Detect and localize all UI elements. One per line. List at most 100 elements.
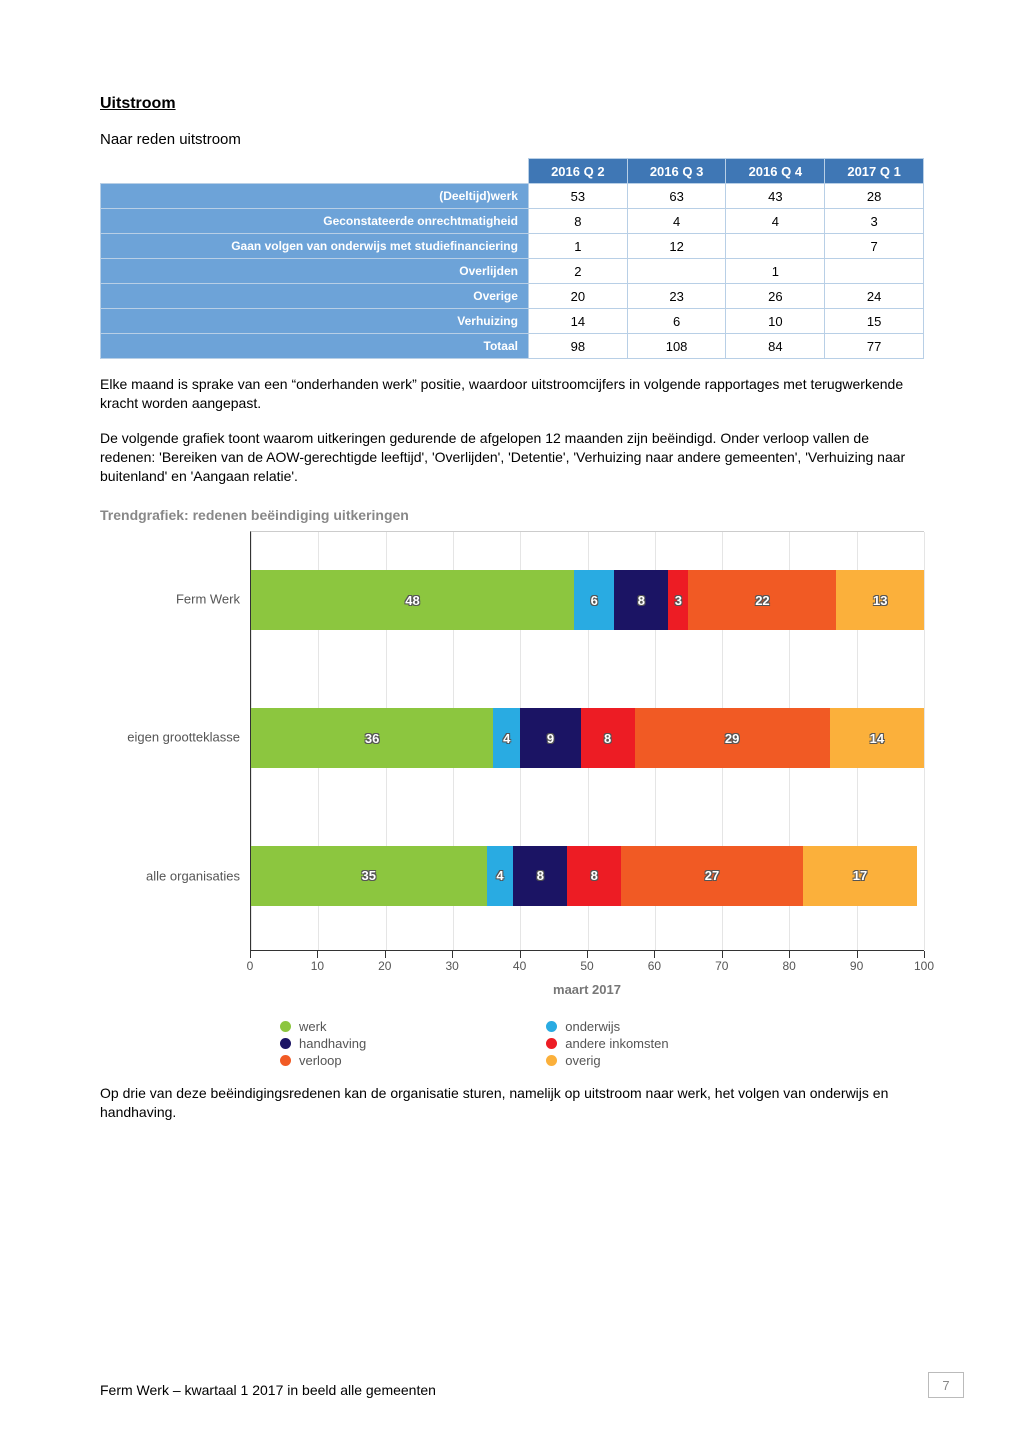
chart-segment: 48: [251, 570, 574, 630]
chart-segment: 4: [493, 708, 520, 768]
chart-segment: 36: [251, 708, 493, 768]
chart-tick-label: 50: [580, 959, 593, 973]
legend-label: overig: [565, 1053, 600, 1068]
section-title: Uitstroom: [100, 95, 924, 113]
legend-item: handhaving: [280, 1036, 366, 1051]
table-cell: 3: [825, 209, 924, 234]
table-cell: 6: [627, 309, 726, 334]
chart-tick-label: 10: [311, 959, 324, 973]
table-cell: 108: [627, 334, 726, 359]
chart-segment: 4: [487, 846, 514, 906]
table-cell: 23: [627, 284, 726, 309]
legend-dot-icon: [546, 1038, 557, 1049]
table-cell: 2: [528, 259, 627, 284]
table-cell: 20: [528, 284, 627, 309]
subtitle: Naar reden uitstroom: [100, 131, 924, 148]
paragraph-2: De volgende grafiek toont waarom uitkeri…: [100, 429, 924, 486]
legend-item: andere inkomsten: [546, 1036, 668, 1051]
legend-item: onderwijs: [546, 1019, 668, 1034]
table-row: (Deeltijd)werk53634328: [101, 184, 924, 209]
table-cell: 15: [825, 309, 924, 334]
table-row: Gaan volgen van onderwijs met studiefina…: [101, 234, 924, 259]
table-cell: 4: [627, 209, 726, 234]
page: Uitstroom Naar reden uitstroom 2016 Q 2 2…: [0, 0, 1024, 1448]
table-row-label: Geconstateerde onrechtmatigheid: [101, 209, 529, 234]
table-cell: 53: [528, 184, 627, 209]
legend-label: werk: [299, 1019, 326, 1034]
chart-segment: 9: [520, 708, 581, 768]
chart-segment: 17: [803, 846, 917, 906]
chart-segment: 8: [567, 846, 621, 906]
chart-segment: 14: [830, 708, 924, 768]
table-cell: 98: [528, 334, 627, 359]
chart-segment: 8: [614, 570, 668, 630]
chart-tick-label: 70: [715, 959, 728, 973]
legend-label: onderwijs: [565, 1019, 620, 1034]
legend-label: verloop: [299, 1053, 342, 1068]
chart-segment: 3: [668, 570, 688, 630]
table-cell: 28: [825, 184, 924, 209]
legend-dot-icon: [280, 1055, 291, 1066]
chart-category-label: eigen grootteklasse: [100, 730, 240, 745]
chart-tick-label: 100: [914, 959, 934, 973]
legend-dot-icon: [280, 1038, 291, 1049]
chart-tick-label: 30: [446, 959, 459, 973]
uitstroom-table: 2016 Q 22016 Q 32016 Q 42017 Q 1 (Deelti…: [100, 158, 924, 359]
chart-tick-label: 90: [850, 959, 863, 973]
footer-text: Ferm Werk – kwartaal 1 2017 in beeld all…: [100, 1382, 436, 1398]
table-cell: 8: [528, 209, 627, 234]
table-column-header: 2017 Q 1: [825, 159, 924, 184]
table-cell: 10: [726, 309, 825, 334]
table-cell: [726, 234, 825, 259]
chart-tick-label: 40: [513, 959, 526, 973]
chart-segment: 29: [635, 708, 830, 768]
legend-item: verloop: [280, 1053, 366, 1068]
chart-tick-label: 20: [378, 959, 391, 973]
table-cell: 63: [627, 184, 726, 209]
table-cell: 1: [726, 259, 825, 284]
table-row: Overlijden21: [101, 259, 924, 284]
chart-segment: 27: [621, 846, 803, 906]
legend-dot-icon: [280, 1021, 291, 1032]
table-row-label: Verhuizing: [101, 309, 529, 334]
chart-segment: 35: [251, 846, 487, 906]
table-row: Geconstateerde onrechtmatigheid8443: [101, 209, 924, 234]
chart-category-label: Ferm Werk: [100, 591, 240, 606]
chart-segment: 22: [688, 570, 836, 630]
chart-tick-label: 80: [783, 959, 796, 973]
chart-title: Trendgrafiek: redenen beëindiging uitker…: [100, 507, 924, 523]
legend-label: handhaving: [299, 1036, 366, 1051]
chart-bar-row: 354882717: [251, 846, 924, 906]
table-column-header: 2016 Q 2: [528, 159, 627, 184]
chart-segment: 13: [836, 570, 923, 630]
legend-item: werk: [280, 1019, 366, 1034]
chart-category-label: alle organisaties: [100, 868, 240, 883]
table-row: Totaal981088477: [101, 334, 924, 359]
chart-bar-row: 486832213: [251, 570, 924, 630]
paragraph-1: Elke maand is sprake van een “onderhande…: [100, 375, 924, 413]
table-cell: 1: [528, 234, 627, 259]
table-cell: 43: [726, 184, 825, 209]
chart-segment: 8: [513, 846, 567, 906]
chart-segment: 8: [581, 708, 635, 768]
table-row-label: Totaal: [101, 334, 529, 359]
page-footer: Ferm Werk – kwartaal 1 2017 in beeld all…: [100, 1372, 964, 1398]
chart-legend: werk handhaving verloop onderwijs andere in…: [280, 1019, 924, 1068]
table-cell: 26: [726, 284, 825, 309]
legend-item: overig: [546, 1053, 668, 1068]
table-cell: 4: [726, 209, 825, 234]
legend-label: andere inkomsten: [565, 1036, 668, 1051]
legend-dot-icon: [546, 1021, 557, 1032]
paragraph-3: Op drie van deze beëindigingsredenen kan…: [100, 1084, 924, 1122]
table-row: Overige20232624: [101, 284, 924, 309]
chart-tick-label: 60: [648, 959, 661, 973]
table-row: Verhuizing1461015: [101, 309, 924, 334]
table-cell: 12: [627, 234, 726, 259]
trend-chart: 486832213364982914354882717 010203040506…: [100, 531, 924, 1011]
chart-bar-row: 364982914: [251, 708, 924, 768]
table-column-header: 2016 Q 4: [726, 159, 825, 184]
table-row-label: Overige: [101, 284, 529, 309]
table-cell: 84: [726, 334, 825, 359]
chart-tick-label: 0: [247, 959, 254, 973]
chart-segment: 6: [574, 570, 614, 630]
